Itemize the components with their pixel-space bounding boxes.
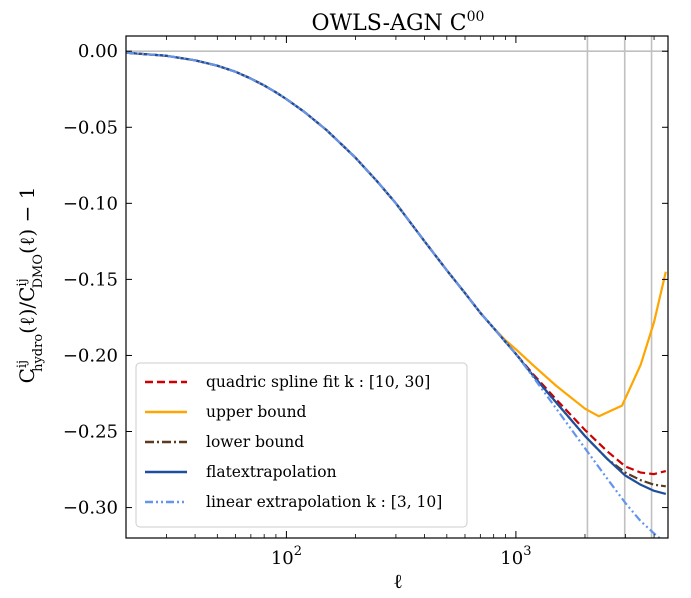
y-tick-label: −0.25: [63, 422, 118, 443]
series-line-5: [126, 51, 662, 538]
legend-label-4: flatextrapolation: [206, 463, 337, 481]
y-tick-label: −0.10: [63, 193, 118, 214]
legend-label-3: lower bound: [206, 433, 304, 451]
y-axis-label: Cijhydro(ℓ)/CijDMO(ℓ) − 1: [15, 187, 46, 384]
series-line-2: [126, 51, 667, 418]
x-axis-label: ℓ: [393, 569, 403, 593]
y-tick-label: −0.20: [63, 345, 118, 366]
y-tick-label: 0.00: [78, 41, 118, 62]
legend-label-1: quadric spline fit k : [10, 30]: [206, 373, 430, 391]
chart-title: OWLS-AGN C00: [312, 9, 485, 36]
legend-label-2: upper bound: [206, 403, 307, 421]
x-tick-label: 102: [271, 544, 302, 569]
x-tick-label: 103: [500, 544, 531, 569]
plot-area: 0.00 −0.05 −0.10 −0.15 −0.20 −0.25 −0.30 102 103: [63, 35, 669, 569]
legend-label-5: linear extrapolation k : [3, 10]: [206, 493, 442, 511]
series-group: [126, 51, 667, 538]
plot-frame: [125, 35, 669, 539]
y-tick-label: −0.30: [63, 498, 118, 519]
y-tick-label: −0.05: [63, 117, 118, 138]
y-tick-label: −0.15: [63, 269, 118, 290]
legend: quadric spline fit k : [10, 30] upper bou…: [135, 362, 468, 528]
legend-box: [135, 362, 468, 528]
